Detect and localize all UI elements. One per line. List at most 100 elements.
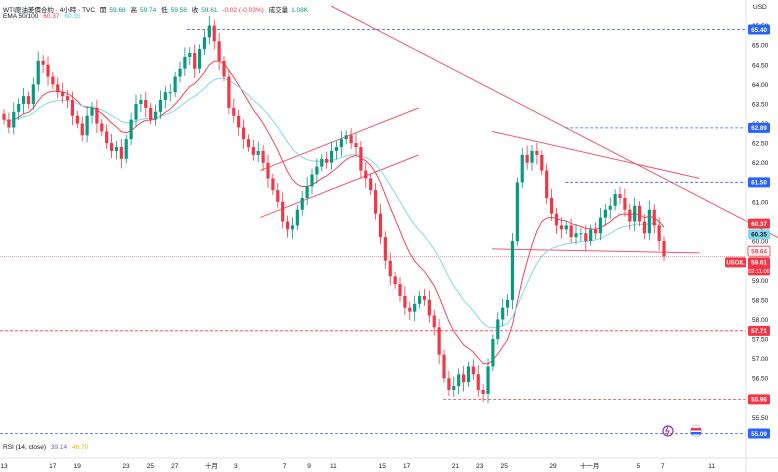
candle-body — [559, 225, 563, 230]
candle-body — [574, 233, 578, 238]
last-price-label: 59.61 — [751, 260, 767, 267]
rsi-label: RSI (14, close) — [3, 444, 46, 451]
candle-body — [417, 295, 422, 304]
x-tick-label: 11 — [708, 463, 715, 470]
candle-body — [168, 92, 172, 94]
candle-body — [114, 147, 119, 151]
candle-body — [437, 327, 441, 355]
candle-body — [300, 197, 304, 210]
candle-body — [393, 276, 397, 285]
ema100-price-label: 60.35 — [751, 232, 767, 239]
low-value: 59.58 — [170, 7, 187, 14]
x-tick-label: 23 — [122, 463, 130, 470]
candle-body — [403, 295, 407, 308]
candle-body — [105, 131, 109, 144]
candle-body — [100, 123, 104, 132]
candle-body — [7, 119, 11, 128]
candle-body — [70, 100, 75, 116]
x-tick-label: 25 — [501, 463, 509, 470]
ema-legend[interactable]: EMA 50/100 60.37 60.35 — [3, 13, 84, 20]
candle-body — [26, 96, 31, 104]
trendlines — [260, 5, 778, 254]
x-tick-label: 29 — [549, 463, 557, 470]
candle-body — [476, 374, 480, 390]
candle-body — [256, 150, 260, 155]
candle-body — [486, 366, 490, 394]
candle-body — [65, 96, 70, 101]
level-label-bg — [748, 428, 770, 439]
candle-body — [246, 139, 251, 148]
candle-body — [193, 53, 197, 69]
candle-body — [564, 225, 568, 230]
candle-body — [158, 100, 163, 112]
trendline-lower-flag-channel-top — [260, 107, 419, 172]
candle-body — [349, 135, 353, 144]
candle-body — [466, 366, 471, 383]
candle-body — [31, 84, 35, 104]
candle-body — [491, 339, 495, 367]
candle-body — [232, 107, 236, 116]
candle-body — [442, 354, 446, 379]
candle-body — [290, 225, 295, 230]
candle-body — [2, 113, 6, 120]
candle-body — [281, 201, 285, 222]
candle-body — [447, 378, 451, 390]
x-tick-label: 25 — [147, 463, 155, 470]
candle-body — [212, 25, 216, 42]
change-value: -0.02 (-0.03%) — [222, 7, 264, 14]
volume-value: 1.08K — [291, 7, 309, 14]
candle-body — [285, 221, 290, 230]
candle-body — [613, 194, 617, 206]
x-tick-label: 十月 — [205, 461, 218, 470]
candle-body — [183, 56, 187, 69]
candle-body — [227, 76, 231, 108]
flag-icon — [690, 425, 702, 437]
y-tick-label: 64.50 — [752, 62, 769, 69]
candle-body — [237, 115, 241, 128]
candle-body — [90, 107, 94, 116]
trendline-lower-flag-channel-bottom — [260, 154, 419, 219]
x-tick-label: 5 — [637, 463, 641, 470]
last-price-tag — [748, 257, 770, 276]
candle-body — [320, 158, 324, 167]
chart-icons — [662, 425, 702, 437]
flag-stripe-icon — [691, 428, 701, 431]
y-tick-label: 57.00 — [752, 356, 769, 363]
rsi-value-2: 46.70 — [71, 444, 89, 451]
price-axis-labels: 65.40 62.89 61.50 57.71 55.96 55.09 60.37 60.35… — [725, 24, 771, 439]
candle-body — [197, 49, 202, 69]
candle-body — [554, 213, 559, 226]
candle-body — [530, 150, 534, 163]
candle-body — [149, 107, 153, 120]
candle-body — [266, 162, 270, 179]
candle-body — [202, 37, 207, 50]
candle-body — [178, 68, 182, 77]
ema100-price-label-bg — [748, 229, 770, 240]
symbol-title[interactable]: WTI原油差價合約 · 4小時 · TVC — [3, 7, 96, 14]
candle-body — [153, 111, 158, 120]
rsi-legend[interactable]: RSI (14, close) 39.14 46.70 — [3, 444, 91, 451]
candle-body — [344, 135, 348, 140]
candle-body — [134, 103, 138, 120]
candle-body — [633, 205, 637, 222]
y-tick-label: 62.50 — [752, 141, 769, 148]
ema50-line — [3, 60, 665, 365]
level-label: 62.89 — [751, 125, 767, 132]
level-label: 65.40 — [751, 27, 767, 34]
candle-body — [222, 60, 226, 77]
x-tick-label: 23 — [476, 463, 484, 470]
candle-body — [163, 92, 167, 101]
candle-body — [452, 386, 456, 390]
candle-body — [432, 315, 436, 328]
candle-body — [56, 84, 60, 93]
candle-body — [251, 147, 255, 155]
y-tick-label: 64.00 — [752, 82, 769, 89]
x-tick-label: 3 — [234, 463, 238, 470]
candle-body — [329, 150, 334, 163]
candle-body — [36, 60, 40, 85]
candle-body — [584, 233, 588, 242]
lightning-bolt-icon — [665, 426, 670, 436]
symbol-label: USOIL — [726, 261, 745, 267]
candle-body — [95, 107, 99, 124]
